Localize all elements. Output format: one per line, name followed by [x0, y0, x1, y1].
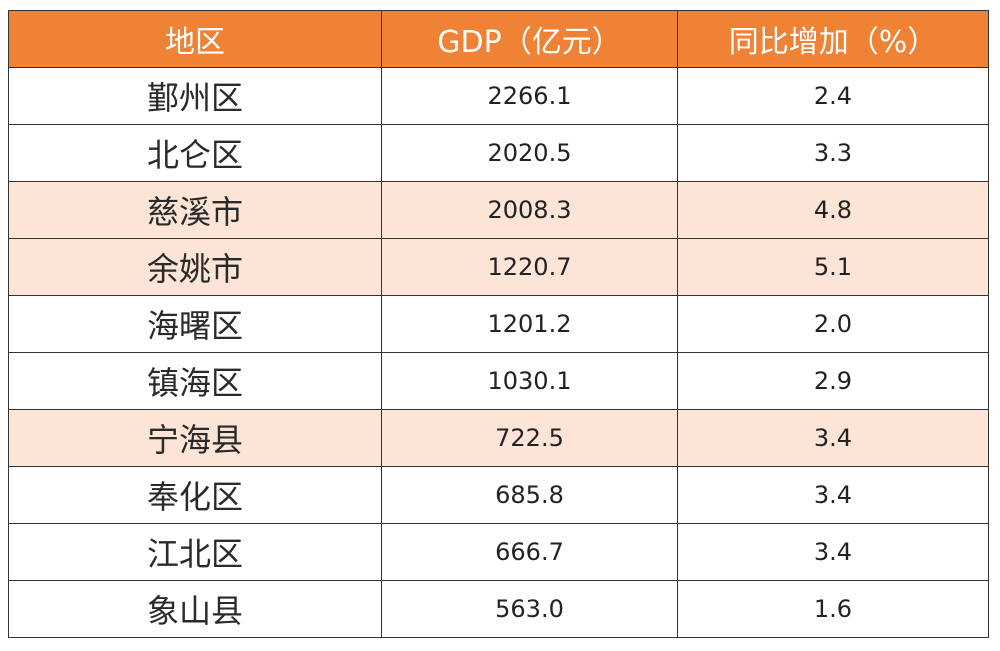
table-row: 宁海县 722.5 3.4 [8, 409, 989, 467]
table-row: 慈溪市 2008.3 4.8 [8, 181, 989, 239]
region-cell: 鄞州区 [8, 67, 382, 125]
header-growth: 同比增加（%） [677, 10, 989, 68]
header-region: 地区 [8, 10, 382, 68]
region-cell: 余姚市 [8, 238, 382, 296]
table-body: 鄞州区 2266.1 2.4 北仑区 2020.5 3.3 慈溪市 2008.3… [8, 67, 989, 638]
region-cell: 象山县 [8, 580, 382, 638]
gdp-cell: 2266.1 [381, 67, 678, 125]
gdp-cell: 666.7 [381, 523, 678, 581]
table-row: 北仑区 2020.5 3.3 [8, 124, 989, 182]
gdp-cell: 722.5 [381, 409, 678, 467]
growth-cell: 1.6 [677, 580, 989, 638]
region-cell: 慈溪市 [8, 181, 382, 239]
header-gdp: GDP（亿元） [381, 10, 678, 68]
gdp-cell: 2008.3 [381, 181, 678, 239]
table-header-row: 地区 GDP（亿元） 同比增加（%） [8, 10, 989, 68]
gdp-cell: 2020.5 [381, 124, 678, 182]
region-cell: 宁海县 [8, 409, 382, 467]
growth-cell: 3.4 [677, 523, 989, 581]
table-row: 象山县 563.0 1.6 [8, 580, 989, 638]
table-row: 鄞州区 2266.1 2.4 [8, 67, 989, 125]
table-row: 江北区 666.7 3.4 [8, 523, 989, 581]
table-row: 余姚市 1220.7 5.1 [8, 238, 989, 296]
growth-cell: 2.0 [677, 295, 989, 353]
growth-cell: 3.4 [677, 466, 989, 524]
gdp-cell: 685.8 [381, 466, 678, 524]
growth-cell: 2.4 [677, 67, 989, 125]
table-row: 奉化区 685.8 3.4 [8, 466, 989, 524]
gdp-table: 地区 GDP（亿元） 同比增加（%） 鄞州区 2266.1 2.4 北仑区 20… [8, 10, 989, 638]
growth-cell: 3.3 [677, 124, 989, 182]
growth-cell: 4.8 [677, 181, 989, 239]
growth-cell: 5.1 [677, 238, 989, 296]
gdp-cell: 1201.2 [381, 295, 678, 353]
region-cell: 镇海区 [8, 352, 382, 410]
growth-cell: 2.9 [677, 352, 989, 410]
region-cell: 江北区 [8, 523, 382, 581]
gdp-cell: 1220.7 [381, 238, 678, 296]
region-cell: 奉化区 [8, 466, 382, 524]
gdp-cell: 1030.1 [381, 352, 678, 410]
region-cell: 北仑区 [8, 124, 382, 182]
table-row: 海曙区 1201.2 2.0 [8, 295, 989, 353]
gdp-cell: 563.0 [381, 580, 678, 638]
region-cell: 海曙区 [8, 295, 382, 353]
growth-cell: 3.4 [677, 409, 989, 467]
table-row: 镇海区 1030.1 2.9 [8, 352, 989, 410]
gdp-table-container: 地区 GDP（亿元） 同比增加（%） 鄞州区 2266.1 2.4 北仑区 20… [8, 10, 989, 638]
